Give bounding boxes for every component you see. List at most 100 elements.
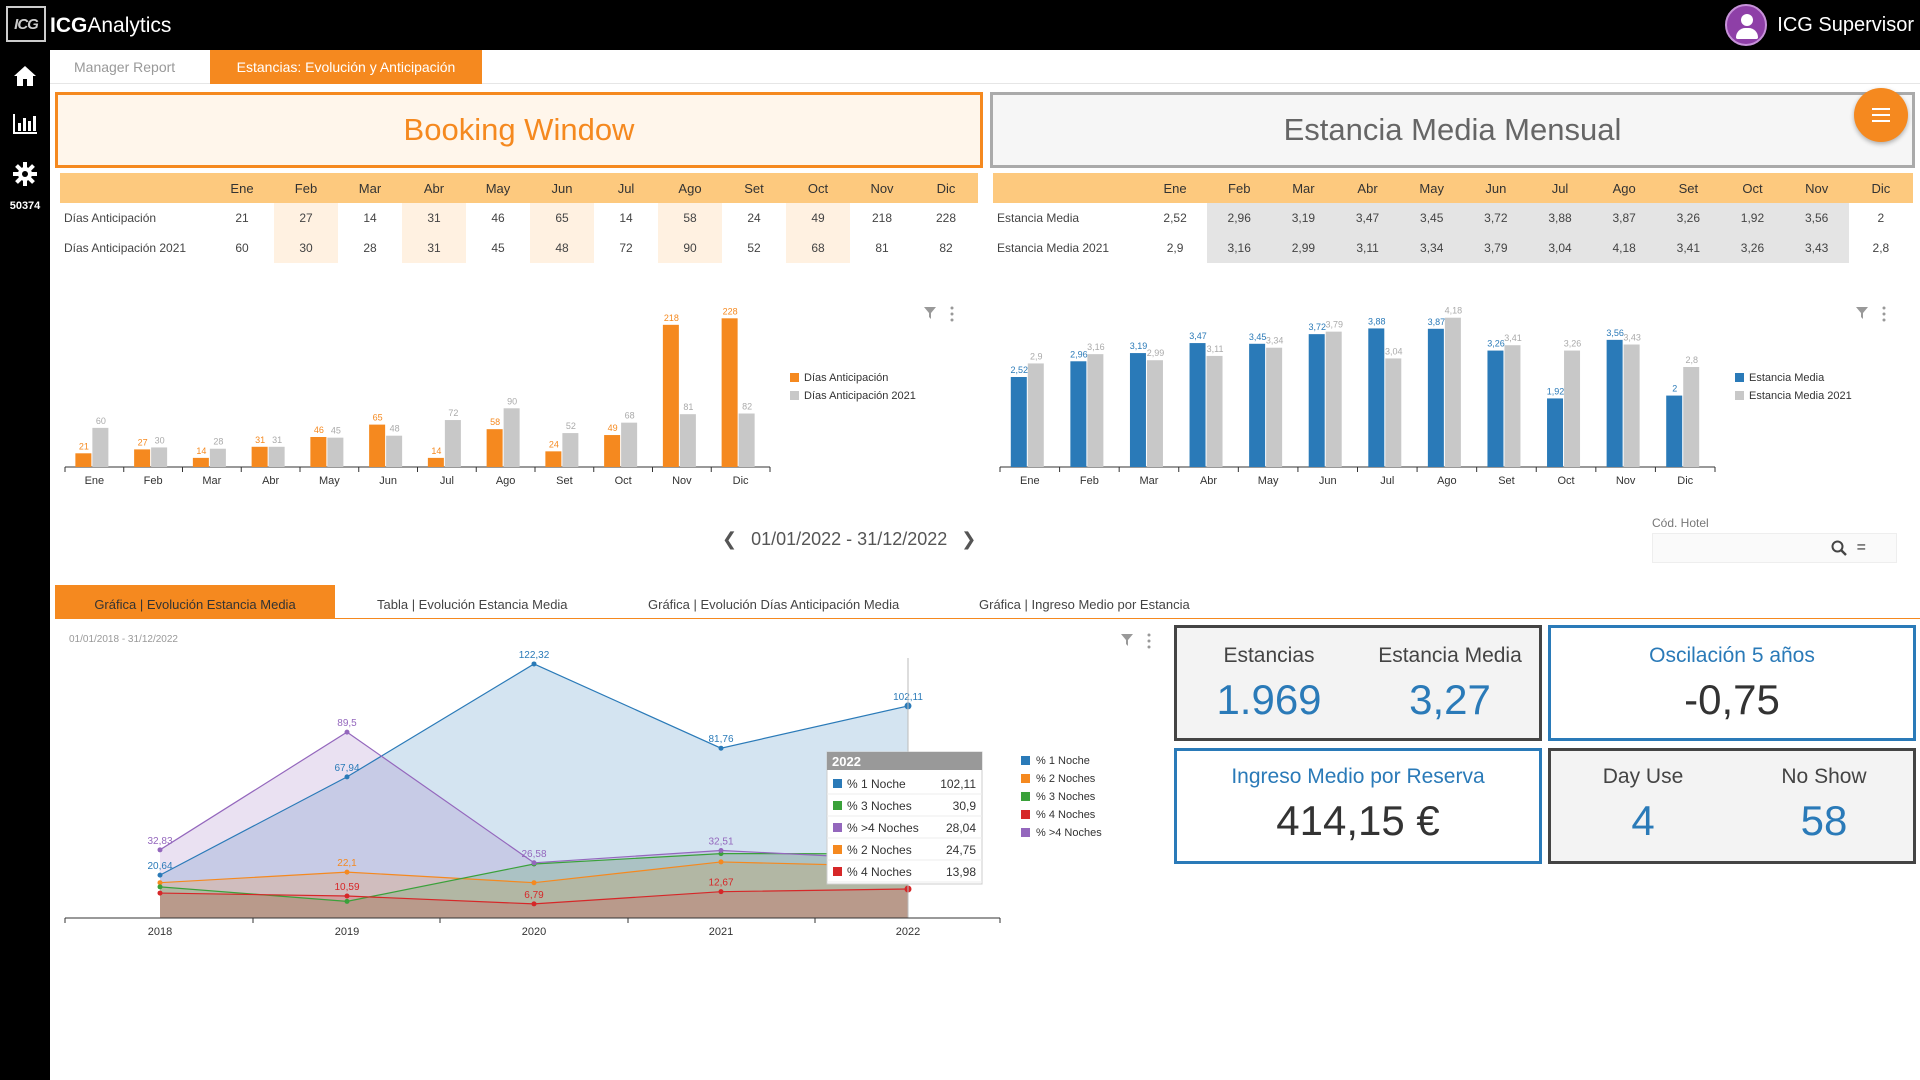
data-label: 52: [566, 421, 576, 431]
legend-label: Estancia Media 2021: [1749, 390, 1852, 402]
column-header[interactable]: Feb: [1207, 173, 1272, 203]
data-label: 82: [742, 402, 752, 412]
column-header[interactable]: Ago: [1592, 173, 1657, 203]
bar: [92, 427, 109, 467]
tab-estancias[interactable]: Estancias: Evolución y Anticipación: [210, 50, 482, 84]
bar: [1623, 344, 1640, 467]
prev-period-icon[interactable]: ❮: [722, 528, 738, 549]
data-label: 20,64: [147, 861, 172, 872]
column-header[interactable]: Abr: [1335, 173, 1400, 203]
table-cell: 49: [786, 203, 850, 233]
tab-manager-report[interactable]: Manager Report: [74, 59, 176, 75]
sidebar: 50374: [0, 50, 50, 1080]
data-label: 14: [431, 446, 441, 456]
estancia-media-chart: Ene2,522,9Feb2,963,16Mar3,192,99Abr3,473…: [999, 306, 1886, 487]
x-tick-label: Ene: [85, 475, 105, 487]
table-cell: 2: [1877, 211, 1885, 225]
bar: [1487, 350, 1504, 467]
data-point: [344, 893, 350, 899]
column-header[interactable]: Nov: [1784, 173, 1849, 203]
bar: [192, 457, 209, 467]
column-header[interactable]: Mar: [1271, 173, 1336, 203]
column-header[interactable]: Ene: [1143, 173, 1208, 203]
data-point: [531, 901, 537, 907]
bar: [679, 414, 696, 467]
column-header[interactable]: Jul: [594, 173, 658, 203]
x-tick-label: Feb: [1080, 475, 1099, 487]
bar: [1427, 328, 1444, 467]
avatar[interactable]: [1725, 4, 1768, 46]
filter-icon: [1121, 634, 1133, 646]
legend-label: % 1 Noche: [1036, 755, 1090, 767]
table-cell: 82: [939, 241, 953, 255]
side-number: 50374: [9, 200, 41, 212]
table-cell: 45: [491, 241, 505, 255]
menu-fab-button[interactable]: [1854, 88, 1908, 142]
column-header[interactable]: Jun: [530, 173, 594, 203]
column-header[interactable]: Feb: [274, 173, 338, 203]
column-header[interactable]: Dic: [914, 173, 978, 203]
bar: [503, 408, 520, 467]
column-header[interactable]: Nov: [850, 173, 914, 203]
column-header[interactable]: Ene: [210, 173, 274, 203]
table-cell: 218: [871, 211, 893, 225]
tooltip-swatch: [833, 779, 842, 788]
data-label: 26,58: [521, 849, 546, 860]
column-header[interactable]: May: [466, 173, 530, 203]
x-tick-label: 2021: [709, 926, 733, 938]
data-label: 46: [314, 425, 324, 435]
cod-hotel-filter[interactable]: =: [1652, 533, 1897, 563]
column-header[interactable]: Set: [722, 173, 786, 203]
filter-icon: [1856, 307, 1868, 319]
table-cell: 27: [274, 203, 338, 233]
bar: [721, 318, 738, 467]
data-label: 3,11: [1207, 344, 1224, 354]
kpi-estancias-card: Estancias 1.969 Estancia Media 3,27: [1174, 625, 1542, 741]
search-icon[interactable]: [1831, 540, 1847, 556]
column-header[interactable]: Mar: [338, 173, 402, 203]
x-tick-label: Oct: [1557, 475, 1574, 487]
legend-label: Días Anticipación: [804, 372, 888, 384]
bar: [251, 446, 268, 467]
column-header[interactable]: Ago: [658, 173, 722, 203]
data-label: 2,8: [1685, 355, 1698, 365]
table-cell: 3,56: [1784, 203, 1849, 233]
table-cell: 3,34: [1399, 233, 1464, 263]
bar: [1308, 334, 1325, 467]
tab-grafica-ingreso[interactable]: Gráfica | Ingreso Medio por Estancia: [979, 597, 1190, 612]
legend-label: % 3 Noches: [1036, 791, 1096, 803]
home-icon[interactable]: [0, 56, 50, 96]
column-header[interactable]: Jun: [1463, 173, 1528, 203]
report-tabs: Manager Report Estancias: Evolución y An…: [50, 50, 1920, 84]
bar: [75, 453, 92, 467]
next-period-icon[interactable]: ❯: [961, 528, 977, 549]
analysis-tabs: Gráfica | Evolución Estancia Media Tabla…: [55, 585, 1920, 619]
data-point: [344, 869, 350, 875]
logo: ICG: [6, 6, 46, 42]
bar-chart-icon[interactable]: [0, 104, 50, 144]
table-cell: 3,88: [1527, 203, 1593, 233]
user-menu[interactable]: ICG Supervisor: [1725, 4, 1914, 46]
table-cell: 3,47: [1335, 203, 1400, 233]
table-cell: 48: [530, 233, 594, 263]
column-header[interactable]: Dic: [1848, 173, 1913, 203]
column-header[interactable]: Jul: [1527, 173, 1593, 203]
table-cell: 14: [619, 211, 633, 225]
column-header[interactable]: May: [1399, 173, 1464, 203]
column-header[interactable]: Set: [1656, 173, 1721, 203]
tab-grafica-anticipacion[interactable]: Gráfica | Evolución Días Anticipación Me…: [648, 597, 900, 612]
legend-swatch: [1021, 810, 1030, 819]
tab-tabla-estancia[interactable]: Tabla | Evolución Estancia Media: [377, 597, 568, 612]
tooltip-swatch: [833, 801, 842, 810]
data-point: [718, 847, 724, 853]
column-header[interactable]: Abr: [402, 173, 466, 203]
equals-operator[interactable]: =: [1856, 539, 1866, 556]
tab-grafica-estancia[interactable]: Gráfica | Evolución Estancia Media: [55, 585, 335, 619]
bar: [1564, 350, 1581, 467]
column-header[interactable]: Oct: [786, 173, 850, 203]
table-cell: 2,8: [1872, 241, 1890, 255]
gear-icon[interactable]: [0, 154, 50, 194]
legend-swatch: [1735, 391, 1744, 400]
column-header[interactable]: Oct: [1720, 173, 1785, 203]
x-tick-label: 2020: [522, 926, 546, 938]
